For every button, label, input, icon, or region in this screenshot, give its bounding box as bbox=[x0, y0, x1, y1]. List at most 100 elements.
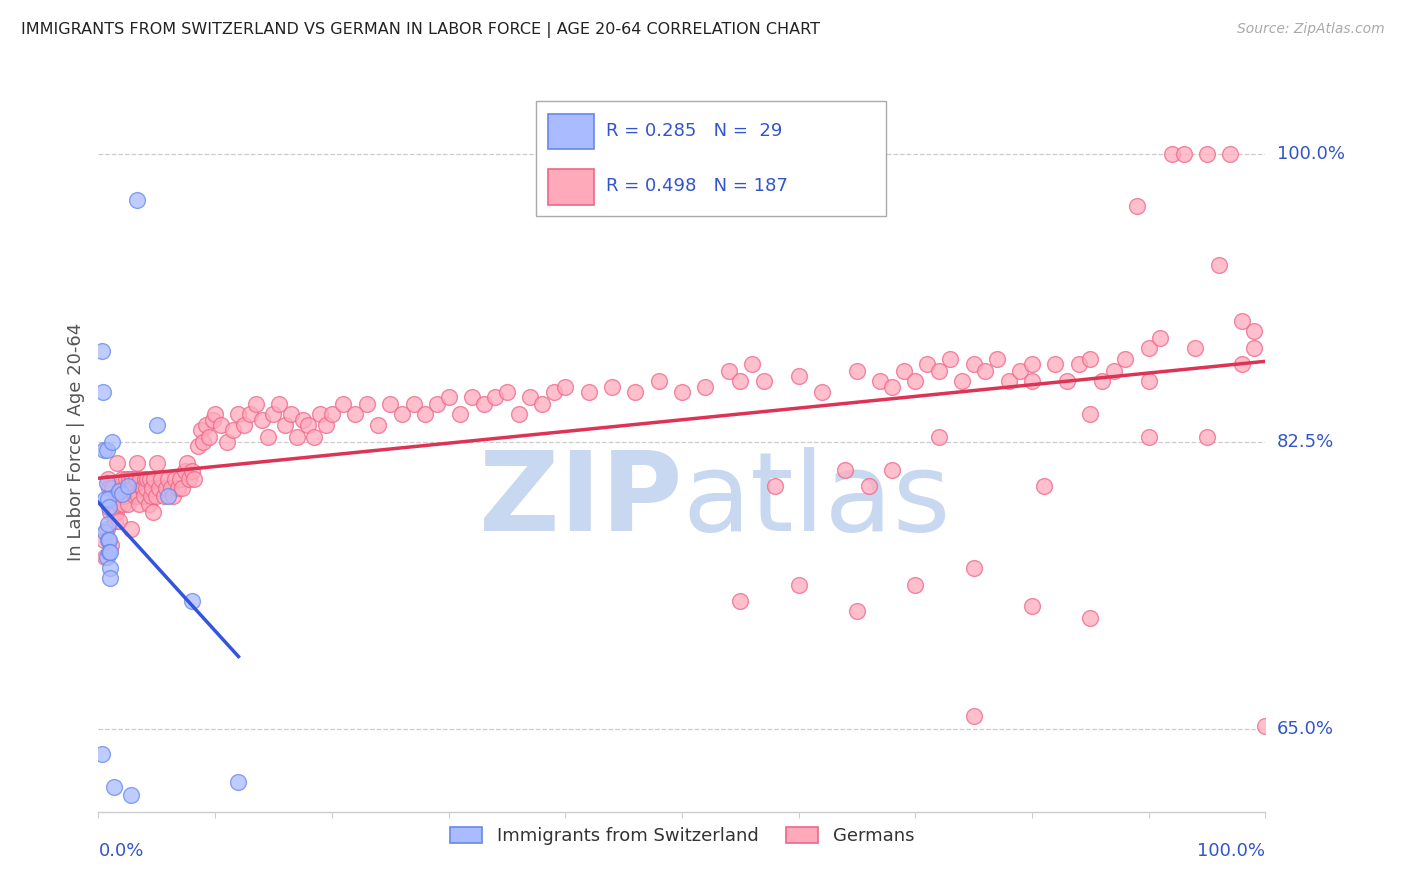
Point bbox=[204, 407, 226, 421]
Point bbox=[380, 397, 402, 411]
Point bbox=[291, 413, 314, 427]
Point bbox=[904, 374, 927, 388]
Point bbox=[97, 481, 120, 495]
Point bbox=[129, 472, 152, 486]
Point bbox=[96, 522, 118, 536]
Point bbox=[752, 374, 775, 388]
Text: 100.0%: 100.0% bbox=[1277, 145, 1344, 162]
Point bbox=[209, 418, 232, 433]
Point bbox=[1102, 364, 1125, 378]
Point bbox=[1173, 146, 1195, 161]
Point bbox=[125, 472, 148, 486]
Point bbox=[111, 472, 134, 486]
Point bbox=[1137, 374, 1160, 388]
Point bbox=[262, 407, 284, 421]
Point bbox=[159, 481, 181, 495]
Point bbox=[125, 456, 148, 470]
Point bbox=[128, 497, 150, 511]
Point bbox=[146, 456, 169, 470]
Point bbox=[413, 407, 436, 421]
Point bbox=[93, 442, 115, 457]
Point bbox=[90, 747, 112, 761]
Point bbox=[624, 385, 647, 400]
Point bbox=[155, 481, 177, 495]
Point bbox=[250, 413, 273, 427]
Point bbox=[98, 561, 121, 575]
Point bbox=[928, 429, 950, 443]
Point bbox=[1080, 610, 1102, 624]
Point bbox=[120, 522, 142, 536]
Point bbox=[97, 492, 120, 507]
Point bbox=[274, 418, 297, 433]
Point bbox=[122, 481, 145, 495]
Point bbox=[730, 374, 752, 388]
Point bbox=[811, 385, 834, 400]
Point bbox=[1056, 374, 1078, 388]
Point bbox=[136, 472, 159, 486]
Text: R = 0.285   N =  29: R = 0.285 N = 29 bbox=[606, 121, 782, 139]
FancyBboxPatch shape bbox=[548, 113, 595, 149]
Point bbox=[321, 407, 343, 421]
Point bbox=[134, 472, 156, 486]
Point bbox=[1126, 199, 1149, 213]
Point bbox=[198, 429, 221, 443]
Point bbox=[717, 364, 740, 378]
Point bbox=[180, 594, 202, 608]
Point bbox=[215, 434, 238, 449]
Point bbox=[165, 472, 187, 486]
Point bbox=[297, 418, 319, 433]
Point bbox=[97, 545, 120, 559]
Point bbox=[671, 385, 693, 400]
Point bbox=[787, 577, 810, 591]
Point bbox=[112, 489, 135, 503]
Point bbox=[104, 489, 127, 503]
Point bbox=[157, 472, 180, 486]
Point bbox=[150, 472, 173, 486]
Point bbox=[145, 489, 167, 503]
Point bbox=[915, 357, 938, 371]
Text: atlas: atlas bbox=[682, 447, 950, 554]
Point bbox=[96, 442, 118, 457]
Point bbox=[600, 380, 623, 394]
Point bbox=[142, 505, 165, 519]
Point bbox=[787, 368, 810, 383]
Point bbox=[117, 479, 139, 493]
Point bbox=[104, 514, 127, 528]
Point bbox=[93, 533, 115, 548]
Point bbox=[97, 500, 120, 515]
Text: 0.0%: 0.0% bbox=[98, 842, 143, 860]
Point bbox=[647, 374, 669, 388]
Point bbox=[114, 481, 136, 495]
Point bbox=[190, 423, 212, 437]
Point bbox=[157, 489, 180, 503]
Point bbox=[997, 374, 1019, 388]
Point bbox=[730, 594, 752, 608]
Point bbox=[98, 545, 121, 559]
Point bbox=[173, 464, 195, 478]
Point bbox=[111, 497, 134, 511]
Point bbox=[1149, 331, 1171, 345]
Point bbox=[880, 462, 903, 476]
Point bbox=[519, 390, 541, 404]
Text: ZIP: ZIP bbox=[478, 447, 682, 554]
Point bbox=[402, 397, 425, 411]
Point bbox=[127, 489, 149, 503]
Point bbox=[108, 514, 131, 528]
Point bbox=[869, 374, 891, 388]
Point bbox=[928, 364, 950, 378]
Point bbox=[169, 472, 191, 486]
Point bbox=[233, 418, 256, 433]
Point bbox=[117, 497, 139, 511]
Point bbox=[201, 413, 224, 427]
Point bbox=[135, 481, 157, 495]
Point bbox=[391, 407, 413, 421]
Point bbox=[228, 775, 250, 789]
Point bbox=[484, 390, 506, 404]
Point bbox=[1067, 357, 1090, 371]
Point bbox=[962, 561, 984, 575]
Point bbox=[508, 407, 530, 421]
Point bbox=[239, 407, 262, 421]
Point bbox=[180, 464, 202, 478]
Point bbox=[139, 472, 162, 486]
Point bbox=[118, 472, 141, 486]
